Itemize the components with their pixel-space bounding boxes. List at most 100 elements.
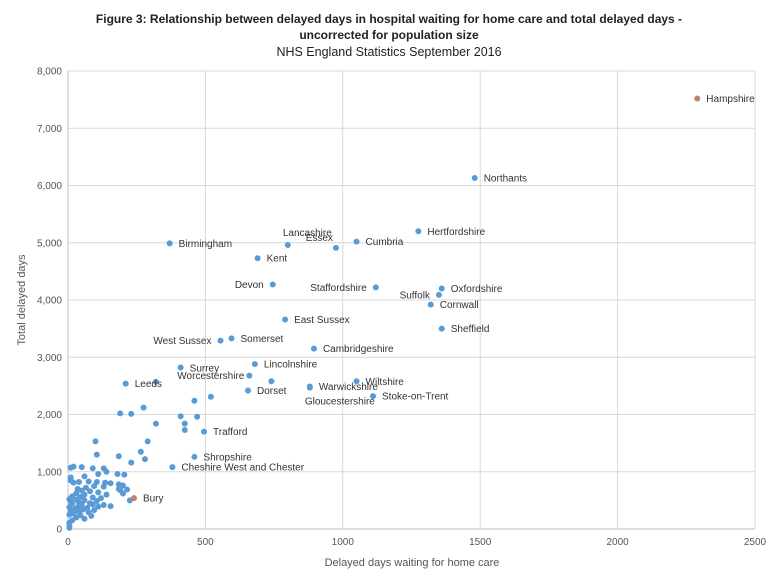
data-point-labeled	[284, 242, 291, 249]
y-tick-label: 5,000	[37, 238, 62, 249]
data-point-labeled	[306, 384, 313, 391]
y-tick-label: 1,000	[37, 467, 62, 478]
data-point	[81, 515, 88, 522]
data-point	[191, 397, 198, 404]
point-label: Trafford	[213, 427, 247, 438]
y-tick-label: 6,000	[37, 181, 62, 192]
data-point	[100, 483, 107, 490]
x-tick-label: 1000	[332, 537, 355, 548]
data-point-labeled	[122, 380, 129, 387]
data-point	[91, 507, 98, 514]
data-point	[81, 497, 88, 504]
data-point	[152, 420, 159, 427]
data-point	[89, 501, 96, 508]
point-label: Birmingham	[179, 239, 232, 250]
data-point	[268, 378, 275, 385]
point-label: Wiltshire	[366, 377, 405, 388]
data-point	[107, 480, 114, 487]
data-point	[103, 491, 110, 498]
data-point	[119, 482, 126, 489]
data-point	[81, 473, 88, 480]
point-label: Shropshire	[203, 452, 252, 463]
gridlines	[67, 70, 756, 530]
data-point-labeled	[310, 345, 317, 352]
x-tick-label: 500	[197, 537, 214, 548]
data-point	[70, 479, 77, 486]
point-label: Gloucestershire	[305, 397, 375, 408]
data-point	[128, 410, 135, 417]
data-point-labeled	[353, 378, 360, 385]
point-label: Cheshire West and Chester	[181, 463, 304, 474]
point-label: Lancashire	[283, 228, 332, 239]
x-axis-label: Delayed days waiting for home care	[325, 557, 500, 569]
y-axis-label: Total delayed days	[16, 254, 28, 346]
data-points	[66, 95, 701, 531]
point-label: Oxfordshire	[451, 284, 503, 295]
point-label: Sheffield	[451, 324, 490, 335]
y-tick-label: 2,000	[37, 410, 62, 421]
data-point-labeled	[353, 238, 360, 245]
point-label: Worcestershire	[177, 371, 244, 382]
data-point-labeled	[169, 464, 176, 471]
data-point	[140, 404, 147, 411]
data-point	[66, 524, 73, 531]
data-point-labeled	[191, 453, 198, 460]
point-label: Staffordshire	[310, 283, 367, 294]
data-point-labeled	[427, 301, 434, 308]
data-point	[75, 479, 82, 486]
data-point	[100, 501, 107, 508]
data-point	[93, 451, 100, 458]
data-point	[78, 464, 85, 471]
axis-ticks: 0 1,000 2,000 3,000 4,000 5,000 6,000 7,000 8,00…	[37, 67, 767, 549]
y-tick-label: 3,000	[37, 353, 62, 364]
chart-title-line2: uncorrected for population size	[299, 28, 479, 42]
data-point-labeled	[332, 244, 339, 251]
y-tick-label: 8,000	[37, 67, 62, 78]
data-point-labeled	[438, 285, 445, 292]
data-point-labeled	[251, 361, 258, 368]
x-tick-label: 0	[65, 537, 71, 548]
y-tick-label: 4,000	[37, 296, 62, 307]
data-point	[124, 486, 131, 493]
data-point	[70, 463, 77, 470]
data-point	[115, 453, 122, 460]
data-point	[95, 489, 102, 496]
chart-title-line1: Figure 3: Relationship between delayed d…	[96, 12, 682, 26]
y-tick-label: 7,000	[37, 124, 62, 135]
data-point	[89, 494, 96, 501]
data-point	[117, 410, 124, 417]
data-point-labeled	[415, 228, 422, 235]
data-point-labeled	[269, 281, 276, 288]
point-label: Dorset	[257, 386, 287, 397]
data-point-labeled	[438, 325, 445, 332]
data-point	[181, 426, 188, 433]
point-label: East Sussex	[294, 315, 350, 326]
data-point	[103, 468, 110, 475]
point-label: Cornwall	[440, 300, 479, 311]
data-point-labeled	[435, 291, 442, 298]
data-point-labeled	[282, 316, 289, 323]
point-label: Bury	[143, 494, 164, 505]
point-label: Hampshire	[706, 94, 755, 105]
data-point	[121, 471, 128, 478]
data-point	[207, 393, 214, 400]
data-point	[141, 456, 148, 463]
data-point	[95, 503, 102, 510]
data-point	[119, 490, 126, 497]
data-point	[93, 497, 100, 504]
point-label: Northants	[484, 174, 527, 185]
data-point	[144, 438, 151, 445]
point-label: Leeds	[135, 379, 162, 390]
chart-subtitle: NHS England Statistics September 2016	[276, 45, 501, 59]
point-label: Surrey	[190, 364, 219, 375]
point-label: Hertfordshire	[427, 227, 485, 238]
point-label: Warwickshire	[319, 382, 379, 393]
data-point-labeled	[166, 240, 173, 247]
x-tick-label: 2500	[744, 537, 767, 548]
data-point-labeled	[130, 495, 137, 502]
data-point-labeled	[201, 428, 208, 435]
point-label: Cumbria	[366, 237, 404, 248]
point-label: Somerset	[241, 334, 284, 345]
data-point	[85, 478, 92, 485]
data-point-labeled	[370, 393, 377, 400]
